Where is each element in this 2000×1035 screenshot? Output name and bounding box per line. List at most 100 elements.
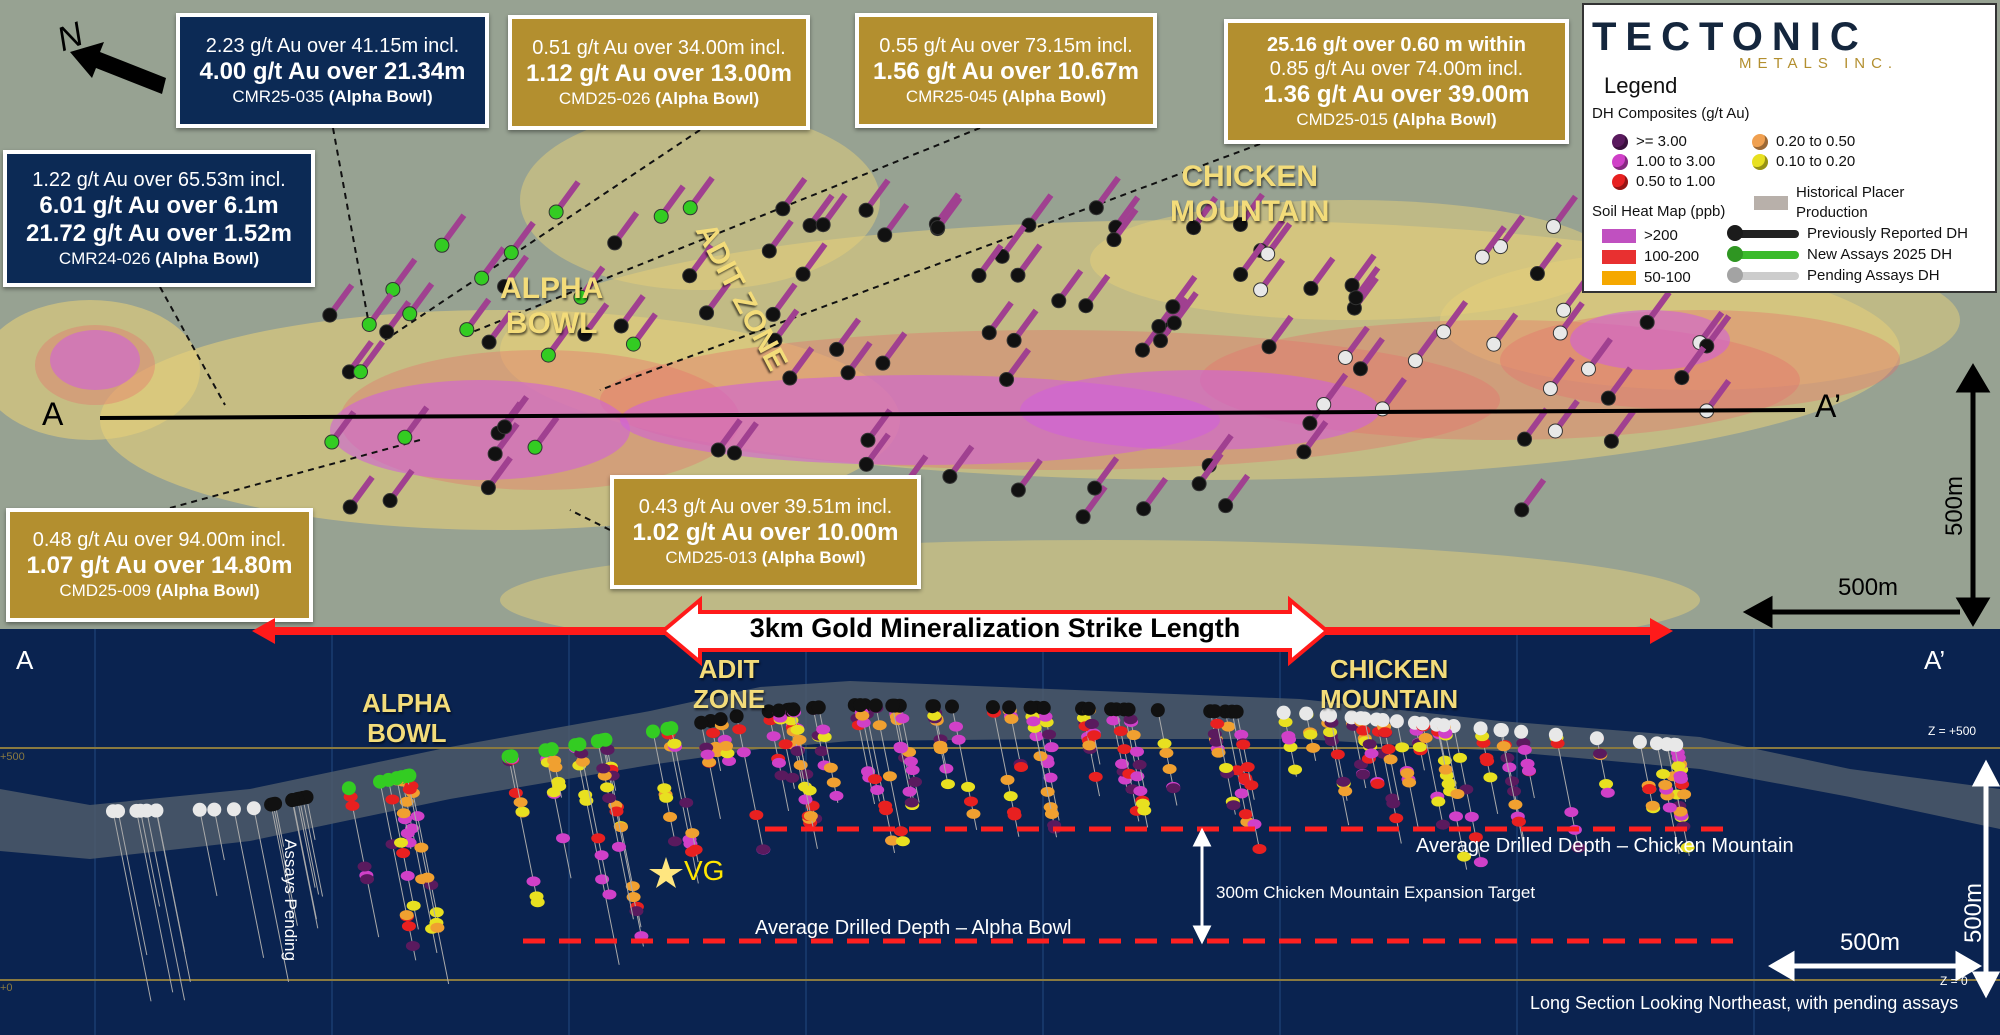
logo-subtitle: METALS INC. bbox=[1739, 55, 1899, 72]
assay-callout-cmd25-015: 25.16 g/t over 0.60 m within 0.85 g/t Au … bbox=[1224, 19, 1569, 144]
assay-composite bbox=[1123, 714, 1138, 725]
assay-composite bbox=[394, 837, 409, 848]
drillhole-collar bbox=[868, 698, 883, 713]
assay-composite bbox=[508, 787, 523, 798]
assay-composite bbox=[868, 774, 883, 785]
assay-composite bbox=[396, 848, 411, 859]
scale-bar-vertical bbox=[1955, 363, 1991, 627]
legend-dh-title: DH Composites (g/t Au) bbox=[1592, 105, 1750, 122]
callout-line: 21.72 g/t Au over 1.52m bbox=[26, 220, 292, 248]
assay-composite bbox=[1236, 739, 1251, 750]
assay-composite bbox=[1306, 742, 1321, 753]
assay-composite bbox=[1234, 788, 1249, 799]
drillhole-collar bbox=[1302, 415, 1318, 431]
assay-composite bbox=[591, 833, 606, 844]
drillhole-collar bbox=[1474, 249, 1490, 265]
assay-composite bbox=[1133, 786, 1148, 797]
assay-composite bbox=[1370, 778, 1385, 789]
drillhole-collar bbox=[1088, 200, 1104, 216]
drillhole-collar bbox=[942, 468, 958, 484]
section-caption: Long Section Looking Northeast, with pen… bbox=[1530, 993, 1959, 1013]
drillhole-collar bbox=[1253, 282, 1269, 298]
assay-composite bbox=[949, 721, 964, 732]
assay-composite bbox=[602, 793, 617, 804]
drillhole-trace bbox=[291, 800, 319, 929]
drillhole-collar bbox=[285, 793, 300, 808]
drillhole-collar bbox=[105, 804, 120, 819]
assay-composite bbox=[895, 836, 910, 847]
drillhole-collar bbox=[1552, 325, 1568, 341]
visible-gold-star-icon bbox=[649, 857, 683, 888]
assay-composite bbox=[719, 740, 734, 751]
drillhole-trace bbox=[146, 810, 186, 1001]
drillhole-trace bbox=[112, 811, 152, 1002]
assay-composite bbox=[1210, 718, 1225, 729]
callout-line: 4.00 g/t Au over 21.34m bbox=[199, 57, 466, 85]
assay-composite bbox=[1226, 800, 1241, 811]
soil-anomaly-gt200 bbox=[1570, 310, 1730, 370]
assay-composite bbox=[1389, 813, 1404, 824]
assay-composite bbox=[402, 784, 417, 795]
drillhole-collar bbox=[1639, 314, 1655, 330]
drillhole-collar bbox=[1316, 397, 1332, 413]
drillhole-collar bbox=[342, 499, 358, 515]
drillhole-collar bbox=[573, 289, 589, 305]
drillhole-collar bbox=[782, 370, 798, 386]
assay-composite bbox=[1386, 798, 1401, 809]
assay-composite bbox=[602, 889, 617, 900]
drillhole-collar bbox=[1260, 246, 1276, 262]
legend-drillhole-type: Previously Reported DH bbox=[1729, 225, 1968, 242]
assay-composite bbox=[1564, 807, 1579, 818]
drillhole-collar bbox=[1580, 361, 1596, 377]
drillhole-collar bbox=[858, 202, 874, 218]
assay-composite bbox=[1362, 739, 1377, 750]
assay-composite bbox=[1323, 727, 1338, 738]
legend-label: >200 bbox=[1644, 227, 1678, 244]
drillhole-collar bbox=[324, 434, 340, 450]
assay-callout-cmr24-026: 1.22 g/t Au over 65.53m incl. 6.01 g/t Au… bbox=[3, 150, 315, 287]
drillhole-collar bbox=[1415, 716, 1430, 731]
drillhole-collar bbox=[1036, 700, 1051, 715]
assay-composite bbox=[771, 757, 786, 768]
legend-label: New Assays 2025 DH bbox=[1807, 246, 1953, 263]
assay-composite bbox=[1282, 734, 1297, 745]
composite-disc-icon bbox=[1752, 133, 1768, 150]
assay-composite bbox=[1288, 764, 1303, 775]
drillhole-collar bbox=[607, 235, 623, 251]
drillhole-collar bbox=[503, 245, 519, 261]
assay-composite bbox=[1219, 762, 1234, 773]
drillhole-collar bbox=[590, 734, 605, 749]
assay-composite bbox=[1645, 800, 1660, 811]
legend-label: 1.00 to 3.00 bbox=[1636, 153, 1716, 170]
drillhole-trace bbox=[270, 804, 295, 919]
drillhole-collar bbox=[572, 737, 587, 752]
assay-composite bbox=[823, 762, 838, 773]
assay-composite bbox=[893, 743, 908, 754]
avg-depth-alpha-bowl-label: Average Drilled Depth – Alpha Bowl bbox=[755, 917, 1072, 939]
assay-composite bbox=[1502, 762, 1517, 773]
drillhole-collar bbox=[1514, 502, 1530, 518]
assay-composite bbox=[802, 785, 817, 796]
drillhole-collar bbox=[397, 429, 413, 445]
drillhole-collar bbox=[765, 306, 781, 322]
drillhole-collar bbox=[1493, 723, 1508, 738]
legend-label: 0.10 to 0.20 bbox=[1776, 153, 1856, 170]
drillhole-collar bbox=[1473, 721, 1488, 736]
assay-composite bbox=[400, 870, 415, 881]
drillhole-collar bbox=[1134, 342, 1150, 358]
assay-composite bbox=[1662, 802, 1677, 813]
drillhole-collar bbox=[207, 802, 222, 817]
drillhole-collar bbox=[877, 227, 893, 243]
drillhole-collar bbox=[840, 365, 856, 381]
assay-composite bbox=[814, 746, 829, 757]
drillhole-collar bbox=[1166, 315, 1182, 331]
assay-composite bbox=[1457, 851, 1472, 862]
vg-label: VG bbox=[684, 855, 725, 886]
assay-composite bbox=[1677, 789, 1692, 800]
assay-composite bbox=[1511, 816, 1526, 827]
assay-composite bbox=[1234, 729, 1249, 740]
assay-composite bbox=[420, 872, 435, 883]
drillhole-collar bbox=[1546, 219, 1562, 235]
drillhole-collar bbox=[786, 702, 801, 717]
assay-composite bbox=[1402, 777, 1417, 788]
